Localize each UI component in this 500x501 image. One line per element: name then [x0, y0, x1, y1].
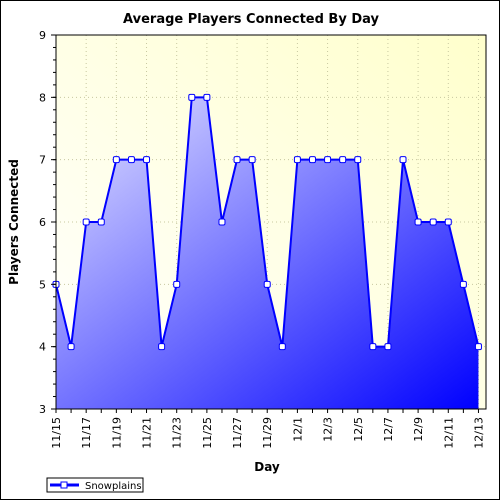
- y-axis: 3 4 5 6 7 8 9: [39, 29, 56, 416]
- x-axis: 11/15 11/17 11/19 11/21 11/23 11/25 11/27 11/29…: [50, 409, 485, 449]
- y-tick-label: 3: [39, 403, 46, 416]
- x-axis-label: Day: [254, 460, 280, 474]
- x-tick-label: 11/27: [231, 417, 244, 449]
- x-tick-label: 11/15: [50, 417, 63, 449]
- data-point: [414, 218, 422, 226]
- y-tick-label: 5: [39, 278, 46, 291]
- x-tick-label: 12/7: [382, 417, 395, 442]
- data-point: [324, 156, 332, 164]
- y-tick-label: 6: [39, 216, 46, 229]
- data-point: [188, 93, 196, 101]
- data-point: [459, 280, 467, 288]
- x-tick-label: 11/25: [201, 417, 214, 449]
- x-tick-label: 11/23: [171, 417, 184, 449]
- data-point: [67, 343, 75, 351]
- data-point: [127, 156, 135, 164]
- data-point: [203, 93, 211, 101]
- y-tick-label: 7: [39, 154, 46, 167]
- legend: Snowplains: [46, 477, 144, 493]
- data-point: [293, 156, 301, 164]
- legend-box: [46, 477, 144, 493]
- data-point: [354, 156, 362, 164]
- area-layer: [56, 97, 479, 409]
- data-point: [384, 343, 392, 351]
- data-point: [444, 218, 452, 226]
- data-point: [474, 343, 482, 351]
- data-point: [399, 156, 407, 164]
- x-tick-label: 12/11: [442, 417, 455, 449]
- data-point: [218, 218, 226, 226]
- data-point: [248, 156, 256, 164]
- data-point: [308, 156, 316, 164]
- data-point: [278, 343, 286, 351]
- x-tick-label: 12/3: [322, 417, 335, 442]
- data-point: [173, 280, 181, 288]
- x-tick-label: 12/5: [352, 417, 365, 442]
- data-point: [339, 156, 347, 164]
- x-tick-label: 11/19: [110, 417, 123, 449]
- legend-label: Snowplains: [85, 481, 142, 492]
- chart-title: Average Players Connected By Day: [123, 12, 379, 27]
- data-point: [263, 280, 271, 288]
- data-point: [82, 218, 90, 226]
- data-point: [97, 218, 105, 226]
- data-point: [233, 156, 241, 164]
- data-point: [158, 343, 166, 351]
- data-point: [429, 218, 437, 226]
- data-point: [112, 156, 120, 164]
- data-point: [143, 156, 151, 164]
- x-tick-label: 11/21: [141, 417, 154, 449]
- x-tick-label: 11/17: [80, 417, 93, 449]
- x-tick-label: 11/29: [261, 417, 274, 449]
- y-tick-label: 8: [39, 91, 46, 104]
- series-area: [56, 97, 479, 409]
- points-layer: [52, 93, 482, 351]
- x-tick-label: 12/1: [291, 417, 304, 442]
- x-tick-label: 12/9: [412, 417, 425, 442]
- legend-swatch-marker: [60, 481, 68, 489]
- y-tick-label: 4: [39, 341, 46, 354]
- y-tick-label: 9: [39, 29, 46, 42]
- y-axis-label: Players Connected: [7, 159, 21, 285]
- x-tick-label: 12/13: [472, 417, 485, 449]
- data-point: [369, 343, 377, 351]
